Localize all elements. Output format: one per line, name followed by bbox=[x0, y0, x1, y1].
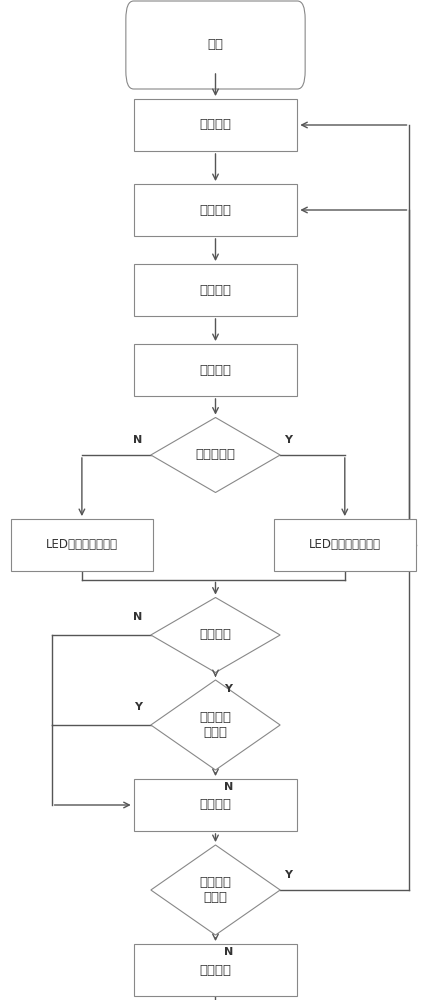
Text: 车位检测: 车位检测 bbox=[199, 284, 231, 296]
Bar bbox=[11, 519, 153, 571]
FancyBboxPatch shape bbox=[126, 1, 304, 89]
Text: Y: Y bbox=[224, 684, 232, 694]
Bar bbox=[133, 779, 297, 831]
Text: 与绑定车
牌一致: 与绑定车 牌一致 bbox=[199, 711, 231, 739]
Text: 上传信息: 上传信息 bbox=[199, 964, 231, 976]
Text: 语音告警: 语音告警 bbox=[199, 798, 231, 812]
Bar bbox=[133, 264, 297, 316]
Text: 存在空车位: 存在空车位 bbox=[195, 448, 235, 462]
Text: LED指示灯显示绿色: LED指示灯显示绿色 bbox=[308, 538, 380, 552]
Polygon shape bbox=[150, 845, 280, 935]
Text: 开始: 开始 bbox=[207, 38, 223, 51]
Text: 车牌识别: 车牌识别 bbox=[199, 363, 231, 376]
Text: N: N bbox=[224, 947, 233, 957]
Text: 初始设置: 初始设置 bbox=[199, 118, 231, 131]
Bar bbox=[133, 344, 297, 396]
Text: Y: Y bbox=[284, 435, 292, 445]
Polygon shape bbox=[150, 418, 280, 492]
Text: 图像抓拍: 图像抓拍 bbox=[199, 204, 231, 217]
Polygon shape bbox=[150, 680, 280, 770]
Text: Y: Y bbox=[134, 702, 142, 712]
Text: Y: Y bbox=[284, 870, 292, 880]
Bar bbox=[133, 944, 297, 996]
Text: LED指示灯显示红色: LED指示灯显示红色 bbox=[46, 538, 118, 552]
Text: 与上图信
息一致: 与上图信 息一致 bbox=[199, 876, 231, 904]
Text: N: N bbox=[133, 612, 142, 622]
Text: N: N bbox=[133, 435, 142, 445]
Text: 专用车位: 专用车位 bbox=[199, 629, 231, 642]
Polygon shape bbox=[150, 598, 280, 672]
Text: N: N bbox=[224, 782, 233, 792]
Bar bbox=[133, 99, 297, 151]
Bar bbox=[273, 519, 415, 571]
Bar bbox=[133, 184, 297, 236]
